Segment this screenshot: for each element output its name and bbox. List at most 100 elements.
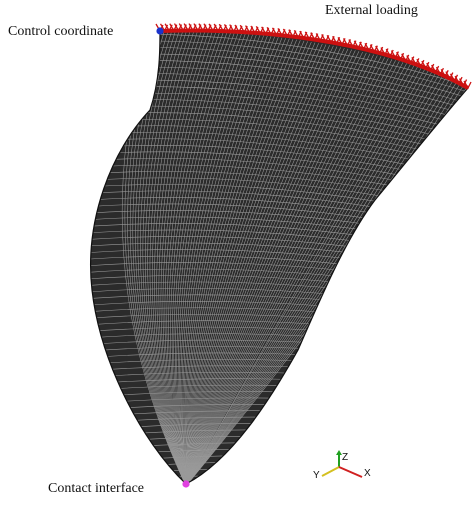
mesh-line — [185, 65, 415, 484]
mesh-line — [147, 30, 187, 484]
axis-triad: Z Y X — [313, 450, 371, 481]
mesh-line — [185, 60, 396, 484]
axis-z-label: Z — [342, 452, 348, 463]
mesh-line — [142, 30, 187, 484]
mesh-line — [149, 30, 191, 484]
mesh-line — [185, 77, 451, 484]
load-arrow — [277, 28, 286, 37]
mesh-line — [185, 49, 352, 484]
mesh-line — [185, 61, 400, 484]
mesh-line — [185, 54, 374, 484]
mesh-line — [185, 69, 429, 484]
load-arrow — [463, 80, 472, 90]
mesh-line — [185, 46, 338, 484]
control-coordinate-label: Control coordinate — [8, 24, 114, 39]
mesh-line — [181, 34, 257, 484]
load-arrow — [445, 71, 454, 80]
mesh-line — [170, 32, 228, 484]
mesh-line — [185, 58, 389, 484]
mesh-line — [185, 47, 341, 484]
load-arrow — [440, 68, 449, 78]
mesh-line — [185, 62, 404, 484]
mesh-line — [185, 45, 330, 484]
external-loading-label: External loading — [325, 3, 418, 18]
axis-y-line — [321, 466, 340, 477]
contact-interface-label: Contact interface — [48, 481, 145, 496]
mesh-line — [90, 467, 468, 479]
axis-x-line — [338, 466, 363, 478]
mesh-line — [140, 30, 187, 484]
mesh-line — [180, 34, 253, 484]
load-arrow — [234, 24, 243, 34]
mesh-line — [185, 48, 349, 484]
mesh-line — [185, 38, 290, 484]
mesh-line — [185, 37, 283, 484]
mesh-line — [90, 461, 468, 472]
mesh-line — [185, 45, 334, 484]
mesh-line — [185, 51, 363, 484]
mesh-line — [184, 35, 268, 484]
load-arrow — [239, 24, 248, 34]
mesh-line — [90, 410, 468, 422]
mesh-line — [158, 31, 206, 484]
mesh-line — [90, 448, 468, 459]
mesh-line — [185, 37, 279, 484]
load-arrow — [282, 28, 291, 38]
mesh-line — [183, 35, 264, 484]
load-arrow — [245, 25, 254, 34]
load-arrow — [435, 66, 445, 76]
mesh-line — [164, 31, 217, 484]
load-arrow — [454, 75, 463, 85]
mesh-line — [185, 44, 327, 484]
mesh-line — [168, 32, 224, 484]
mesh-line — [185, 78, 455, 484]
mesh-line — [185, 68, 426, 484]
mesh-line — [185, 36, 275, 484]
control-coordinate-marker — [156, 27, 164, 35]
mesh-line — [185, 53, 371, 484]
load-arrow — [223, 24, 233, 33]
mesh-line — [156, 30, 202, 484]
load-arrow — [293, 29, 302, 39]
mesh-line — [185, 71, 433, 484]
mesh-line — [166, 31, 220, 484]
mesh-line — [171, 32, 231, 484]
mesh-line — [176, 33, 242, 484]
mesh-line — [144, 30, 187, 484]
load-arrow — [250, 25, 259, 35]
mesh-line — [185, 43, 319, 484]
load-arrow — [288, 29, 297, 38]
mesh-line — [90, 404, 468, 416]
load-arrow — [213, 23, 222, 33]
axis-z-arrowhead — [336, 450, 342, 455]
mesh-line — [185, 57, 385, 484]
mesh-line — [173, 32, 235, 484]
load-arrow — [261, 26, 270, 36]
mesh-line — [184, 36, 272, 484]
load-arrow — [229, 24, 238, 33]
mesh-line — [185, 40, 305, 484]
mesh-line — [185, 39, 294, 484]
contact-interface-marker — [182, 480, 190, 488]
mesh-line — [185, 41, 308, 484]
mesh-line — [152, 30, 195, 484]
mesh-line — [185, 66, 418, 484]
mesh-line — [185, 38, 286, 484]
load-arrow — [255, 26, 264, 35]
axis-x-label: X — [364, 468, 371, 479]
mesh-line — [185, 75, 448, 484]
mesh-line — [185, 59, 393, 484]
mesh-line — [90, 435, 468, 446]
mesh-line — [185, 50, 356, 484]
mesh-line — [185, 74, 444, 484]
load-arrow — [218, 23, 227, 33]
mesh-line — [177, 33, 246, 484]
mesh-line — [185, 42, 316, 484]
mesh-line — [185, 52, 367, 484]
finite-element-mesh — [90, 30, 468, 484]
mesh-line — [185, 79, 459, 484]
mesh-line — [90, 423, 468, 434]
mesh-line — [179, 34, 250, 484]
